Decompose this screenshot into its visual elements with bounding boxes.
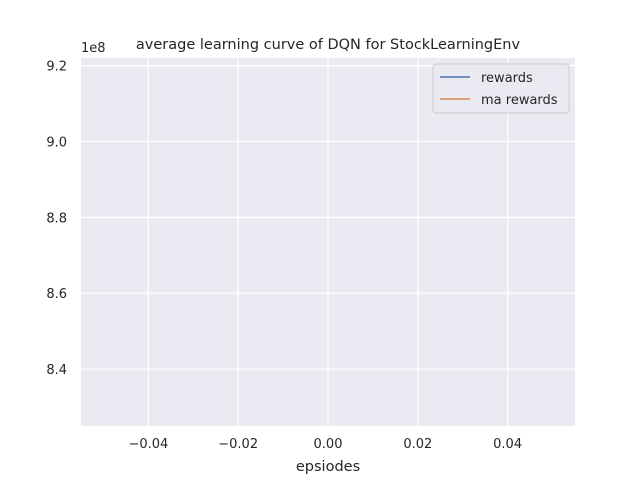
x-tick-label: −0.02: [218, 437, 258, 452]
y-tick-label: 8.6: [46, 287, 67, 302]
y-tick-label: 9.2: [46, 60, 67, 75]
legend: rewards ma rewards: [432, 63, 570, 114]
legend-label-ma-rewards: ma rewards: [481, 93, 558, 108]
x-axis-label: epsiodes: [296, 459, 360, 475]
x-gridlines: [147, 58, 509, 426]
y-tick-label: 9.0: [46, 135, 67, 150]
y-tick-label: 8.8: [46, 211, 67, 226]
chart-title: average learning curve of DQN for StockL…: [136, 37, 521, 53]
y-offset-text: 1e8: [81, 41, 106, 56]
x-tick-label: 0.02: [403, 437, 432, 452]
legend-label-rewards: rewards: [481, 71, 533, 86]
x-tick-label: 0.00: [314, 437, 343, 452]
x-tick-label: 0.04: [493, 437, 522, 452]
x-tick-label: −0.04: [128, 437, 168, 452]
y-tick-label: 8.4: [46, 363, 67, 378]
x-tick-labels: −0.04 −0.02 0.00 0.02 0.04: [128, 437, 522, 452]
y-tick-labels: 8.4 8.6 8.8 9.0 9.2: [46, 60, 67, 379]
